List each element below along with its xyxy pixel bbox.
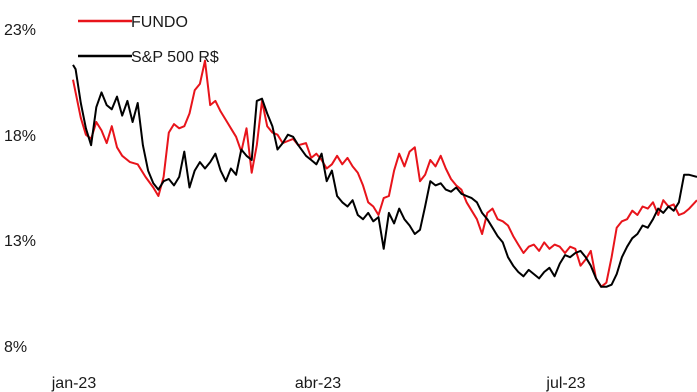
y-tick-label: 18% xyxy=(4,128,36,145)
series-layer xyxy=(72,59,697,288)
series-line-sp500 xyxy=(72,64,697,288)
legend-label-sp500: S&P 500 R$ xyxy=(131,49,219,66)
y-tick-label: 8% xyxy=(4,339,27,356)
series-line-fundo xyxy=(72,59,697,288)
y-tick-label: 13% xyxy=(4,233,36,250)
x-tick-label: abr-23 xyxy=(295,375,341,392)
x-tick-label: jan-23 xyxy=(51,375,97,392)
x-tick-label: jul-23 xyxy=(545,375,585,392)
legend-label-fundo: FUNDO xyxy=(131,14,188,31)
y-axis-ticks: 23% 18% 13% 8% xyxy=(4,22,36,356)
legend: FUNDO S&P 500 R$ xyxy=(78,14,219,66)
y-tick-label: 23% xyxy=(4,22,36,39)
x-axis-ticks: jan-23 abr-23 jul-23 xyxy=(51,375,586,392)
